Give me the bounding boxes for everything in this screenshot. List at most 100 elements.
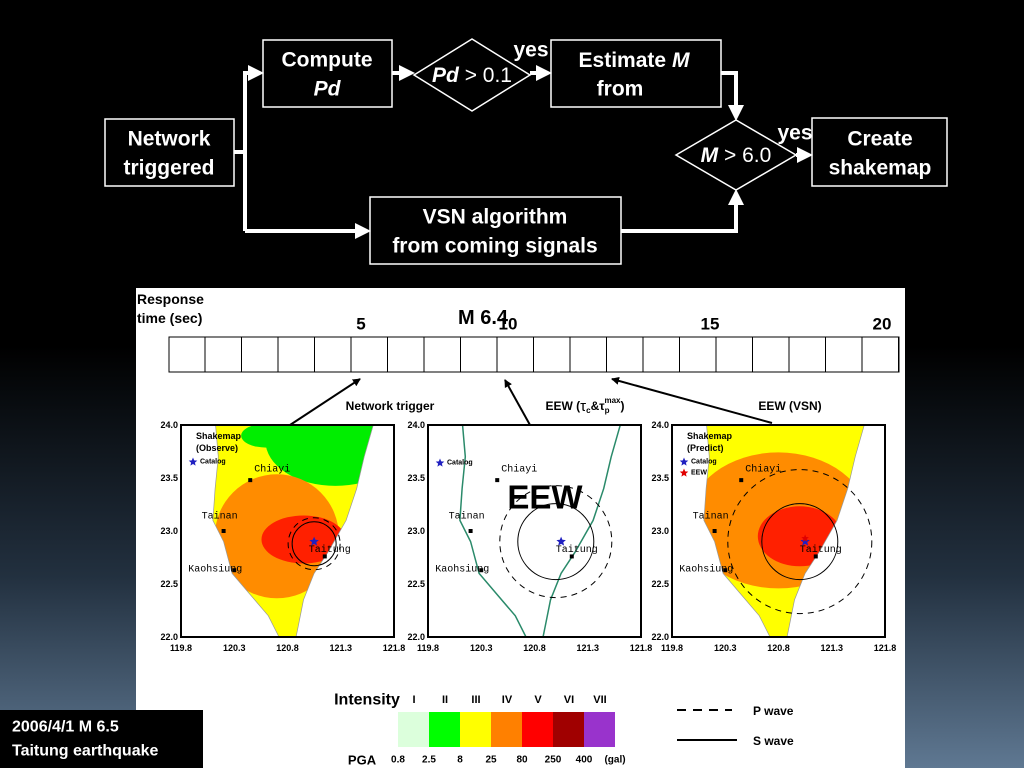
epicenter-star: [800, 536, 810, 546]
city-label: Chiayi: [254, 464, 290, 476]
y-tick-label: 22.5: [651, 579, 669, 589]
map-content: [212, 425, 375, 637]
node-text: M > 6.0: [701, 144, 772, 167]
y-tick-label: 23.5: [651, 473, 669, 483]
x-tick-label: 119.8: [417, 643, 439, 653]
city-marker: [723, 568, 728, 573]
map-legend-title: (Observe): [196, 443, 238, 453]
label-part: EEW (: [546, 399, 581, 413]
arrow: [504, 379, 531, 426]
x-tick-label: 121.8: [383, 643, 406, 653]
x-tick-label: 120.3: [714, 643, 737, 653]
stage-label: EEW (VSN): [758, 399, 821, 413]
edge-label: yes: [513, 39, 548, 62]
y-tick-label: 24.0: [160, 420, 178, 430]
legend-text: P wave: [753, 704, 794, 718]
p-wave-front: [727, 469, 873, 615]
node-text: Compute: [282, 49, 373, 72]
arrow: [611, 376, 773, 424]
axis-label: Response: [137, 291, 204, 307]
legend-star: [679, 457, 689, 466]
intensity-swatch: [460, 712, 491, 747]
pga-value: 25: [485, 755, 497, 766]
intensity-level: V: [534, 694, 542, 706]
y-tick-label: 22.5: [407, 579, 425, 589]
city-marker: [813, 554, 818, 559]
land: [212, 425, 375, 637]
node-text: Create: [847, 128, 912, 151]
intensity-level: III: [471, 694, 480, 706]
intensity-area: [241, 425, 292, 448]
x-tick-label: 120.3: [470, 643, 493, 653]
city-marker: [569, 554, 574, 559]
city-label: Kaohsiung: [188, 564, 242, 576]
node-box: [811, 117, 948, 187]
city-label: Kaohsiung: [435, 564, 489, 576]
decision-diamond: [412, 38, 532, 112]
y-tick-label: 23.0: [160, 526, 178, 536]
intensity-swatch: [584, 712, 615, 747]
map-legend-title: (Predict): [687, 443, 724, 453]
x-tick-label: 119.8: [170, 643, 192, 653]
pga-value: 8: [457, 755, 463, 766]
node-box: [369, 196, 622, 265]
eew-star: [801, 534, 809, 542]
node-box: [262, 39, 393, 108]
city-label: Chiayi: [745, 464, 781, 476]
caption-box: [0, 710, 203, 768]
arrow: [621, 189, 744, 233]
city-marker: [248, 478, 253, 483]
s-wave-front: [517, 503, 595, 581]
intensity-level: VII: [593, 694, 606, 706]
label-part: max: [604, 396, 621, 405]
p-wave-front: [287, 517, 341, 571]
pga-value: 250: [545, 755, 562, 766]
caption: 2006/4/1 M 6.5: [12, 719, 119, 736]
node-text-part: > 0.1: [465, 64, 512, 87]
legend-star: [435, 458, 445, 467]
node-text: from: [597, 78, 644, 101]
y-tick-label: 22.0: [651, 632, 669, 642]
x-tick-label: 121.3: [576, 643, 599, 653]
legend-text: EEW: [691, 470, 707, 477]
node-text-part: Pd: [432, 64, 460, 87]
city-marker: [232, 568, 237, 573]
legend-star: [188, 457, 198, 466]
overlay-label: EEW: [507, 479, 583, 516]
y-tick-label: 23.5: [407, 473, 425, 483]
intensity-level: IV: [502, 694, 513, 706]
map-frame: [427, 424, 642, 638]
city-marker: [468, 529, 473, 533]
x-tick-label: 120.8: [523, 643, 546, 653]
y-tick-label: 24.0: [651, 420, 669, 430]
node-text-part: M: [672, 49, 690, 72]
decision-diamond: [674, 119, 798, 191]
pga-value: 400: [576, 755, 593, 766]
node-text: shakemap: [829, 157, 932, 180]
s-wave-front: [761, 503, 839, 581]
coastline: [703, 425, 865, 637]
intensity-swatch: [491, 712, 522, 747]
label-part: p: [605, 406, 610, 415]
legend-title: PGA: [348, 753, 377, 768]
y-tick-label: 23.0: [407, 526, 425, 536]
x-tick-label: 120.8: [767, 643, 790, 653]
epicenter-star: [309, 536, 319, 546]
city-label: Taitung: [800, 544, 842, 556]
node-text-part: M: [701, 144, 719, 167]
city-label: Taitung: [556, 544, 598, 556]
label-part: c: [586, 406, 591, 415]
label-part: τ: [580, 398, 586, 415]
city-label: Taitung: [309, 544, 351, 556]
city-marker: [479, 568, 484, 573]
time-tick-label: 5: [356, 315, 365, 334]
legend-text: Catalog: [691, 459, 717, 466]
y-tick-label: 22.5: [160, 579, 178, 589]
legend-star: [679, 468, 689, 477]
y-tick-label: 22.0: [160, 632, 178, 642]
node-text-part: > 6.0: [724, 144, 771, 167]
x-tick-label: 120.8: [276, 643, 299, 653]
map-content: [459, 425, 622, 637]
